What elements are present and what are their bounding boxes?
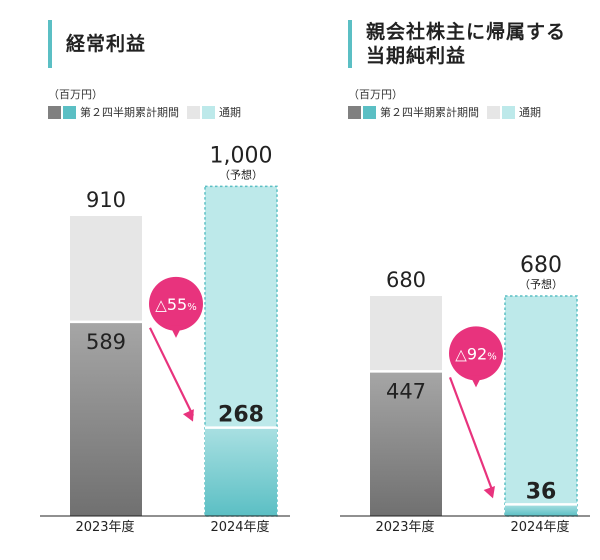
legend: 第２四半期累計期間 通期 — [348, 104, 549, 120]
value-label-h1-2023: 589 — [86, 330, 126, 354]
value-label-h1-2024: 268 — [218, 403, 264, 428]
category-label-2023: 2023年度 — [375, 520, 435, 535]
category-label-2024: 2024年度 — [510, 520, 570, 535]
change-badge — [149, 276, 203, 331]
legend-label-full: 通期 — [219, 106, 241, 119]
change-badge-symbol: △ — [455, 345, 467, 363]
value-label-full-2023: 680 — [386, 268, 426, 292]
change-arrow-line — [149, 327, 194, 417]
value-label-full-2024: 1,000 — [210, 143, 273, 168]
bar-h1-2024 — [505, 504, 577, 516]
change-badge-tail — [470, 375, 482, 388]
change-badge-text: △55% — [155, 295, 196, 314]
legend-swatch-h1-2023 — [348, 105, 361, 119]
change-badge-text: △92% — [455, 344, 496, 363]
value-label-full-2024: 680 — [520, 253, 562, 278]
bar-h1-2024 — [205, 427, 277, 516]
change-badge-value: 55 — [167, 295, 187, 314]
category-label-2023: 2023年度 — [75, 520, 135, 535]
category-label-2024: 2024年度 — [210, 520, 270, 535]
forecast-note: （予想） — [219, 167, 263, 181]
chart-panel-net-income: 親会社株主に帰属する 当期純利益 （百万円） 第２四半期累計期間 通期 680 4… — [300, 0, 600, 560]
change-arrow-line — [448, 376, 495, 493]
unit-label: （百万円） — [348, 88, 403, 101]
legend-swatch-h1-2023 — [48, 105, 61, 119]
change-badge-unit: % — [487, 351, 497, 362]
change-arrow-head — [182, 409, 194, 422]
legend-swatch-full-2023 — [187, 105, 200, 119]
legend-label-full: 通期 — [519, 106, 541, 119]
legend-label-h1: 第２四半期累計期間 — [80, 106, 179, 119]
chart-title-line-2: 当期純利益 — [366, 45, 467, 67]
change-arrow-head — [483, 485, 495, 499]
legend-swatch-full-2024 — [202, 105, 215, 119]
legend-swatch-h1-2024 — [363, 105, 376, 119]
legend-swatch-full-2023 — [487, 105, 500, 119]
bar-chart-ordinary-profit: 910 589 1,000（予想） 268 △55% — [40, 143, 290, 517]
change-badge-symbol: △ — [155, 296, 167, 314]
change-badge — [449, 326, 503, 381]
bar-h1-2023 — [70, 321, 142, 516]
legend-swatch-h1-2024 — [63, 105, 76, 119]
value-label-h1-2023: 447 — [386, 379, 426, 403]
unit-label: （百万円） — [48, 88, 103, 101]
legend-swatch-full-2024 — [502, 105, 515, 119]
bar-full-2024 — [504, 295, 578, 517]
chart-title-line-1: 親会社株主に帰属する — [366, 21, 567, 43]
chart-title-line: 経常利益 — [66, 33, 147, 55]
legend: 第２四半期累計期間 通期 — [48, 104, 249, 120]
value-label-full-2023: 910 — [86, 188, 126, 212]
legend-label-h1: 第２四半期累計期間 — [380, 106, 479, 119]
bar-h1-2023 — [370, 371, 442, 516]
chart-panel-ordinary-profit: 経常利益 （百万円） 第２四半期累計期間 通期 910 589 1,000 （予想） 2… — [40, 20, 290, 535]
change-badge-value: 92 — [467, 344, 487, 363]
chart-title: 親会社株主に帰属する 当期純利益 — [348, 20, 566, 68]
chart-title: 経常利益 — [48, 20, 146, 68]
value-label-h1-2024: 36 — [526, 479, 557, 504]
change-badge-tail — [170, 325, 182, 338]
forecast-note: （予想） — [519, 277, 563, 291]
change-badge-unit: % — [187, 302, 197, 313]
